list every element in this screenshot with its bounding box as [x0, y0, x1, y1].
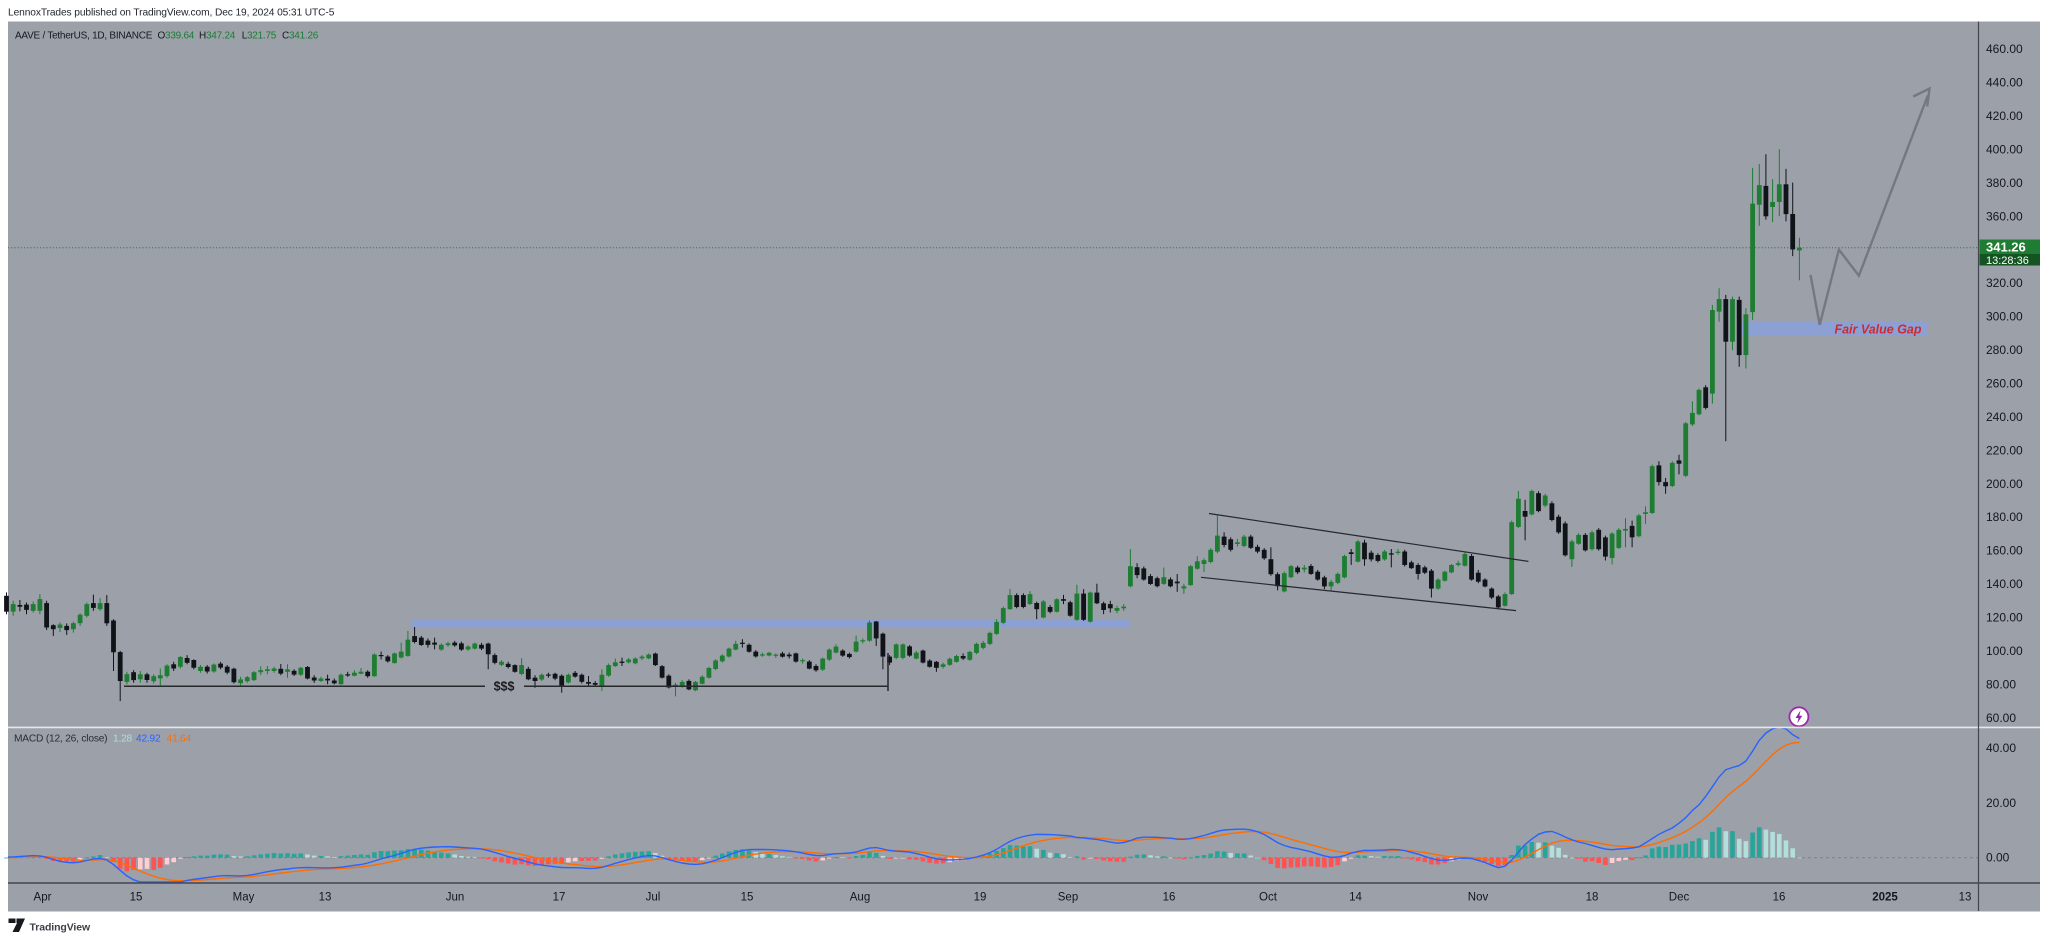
svg-text:460.00: 460.00	[1986, 42, 2023, 56]
svg-text:17: 17	[553, 892, 566, 904]
svg-text:Dec: Dec	[1669, 892, 1690, 904]
svg-text:16: 16	[1773, 892, 1786, 904]
svg-text:341.26: 341.26	[1986, 240, 2026, 255]
svg-text:280.00: 280.00	[1986, 343, 2023, 357]
svg-text:420.00: 420.00	[1986, 109, 2023, 123]
svg-text:13: 13	[1959, 892, 1972, 904]
svg-text:18: 18	[1586, 892, 1599, 904]
svg-text:Jun: Jun	[446, 892, 465, 904]
svg-text:Nov: Nov	[1468, 892, 1489, 904]
svg-text:0.00: 0.00	[1986, 851, 2010, 865]
svg-text:LennoxTrades published on Trad: LennoxTrades published on TradingView.co…	[8, 8, 335, 19]
svg-text:Jul: Jul	[646, 892, 661, 904]
svg-text:15: 15	[741, 892, 754, 904]
svg-text:15: 15	[130, 892, 143, 904]
svg-text:TradingView: TradingView	[30, 922, 91, 934]
svg-text:13: 13	[319, 892, 332, 904]
svg-text:May: May	[233, 892, 255, 904]
svg-text:Aug: Aug	[850, 892, 870, 904]
svg-text:320.00: 320.00	[1986, 276, 2023, 290]
svg-text:2025: 2025	[1872, 892, 1898, 904]
svg-text:$$$: $$$	[494, 680, 515, 694]
svg-text:300.00: 300.00	[1986, 310, 2023, 324]
svg-text:100.00: 100.00	[1986, 644, 2023, 658]
svg-text:16: 16	[1163, 892, 1176, 904]
svg-text:14: 14	[1349, 892, 1362, 904]
svg-text:160.00: 160.00	[1986, 544, 2023, 558]
svg-text:19: 19	[974, 892, 987, 904]
svg-text:60.00: 60.00	[1986, 711, 2016, 725]
svg-text:440.00: 440.00	[1986, 76, 2023, 90]
svg-text:20.00: 20.00	[1986, 796, 2016, 810]
svg-text:240.00: 240.00	[1986, 410, 2023, 424]
svg-text:Apr: Apr	[34, 892, 52, 904]
svg-text:380.00: 380.00	[1986, 176, 2023, 190]
svg-text:Oct: Oct	[1259, 892, 1278, 904]
svg-text:220.00: 220.00	[1986, 443, 2023, 457]
svg-text:200.00: 200.00	[1986, 477, 2023, 491]
svg-text:13:28:36: 13:28:36	[1986, 255, 2029, 267]
svg-text:400.00: 400.00	[1986, 143, 2023, 157]
svg-text:360.00: 360.00	[1986, 209, 2023, 223]
svg-text:260.00: 260.00	[1986, 377, 2023, 391]
svg-text:40.00: 40.00	[1986, 741, 2016, 755]
svg-text:80.00: 80.00	[1986, 677, 2016, 691]
svg-text:120.00: 120.00	[1986, 611, 2023, 625]
svg-text:Sep: Sep	[1058, 892, 1078, 904]
svg-text:140.00: 140.00	[1986, 577, 2023, 591]
svg-text:180.00: 180.00	[1986, 510, 2023, 524]
svg-text:Fair Value Gap: Fair Value Gap	[1834, 323, 1921, 337]
